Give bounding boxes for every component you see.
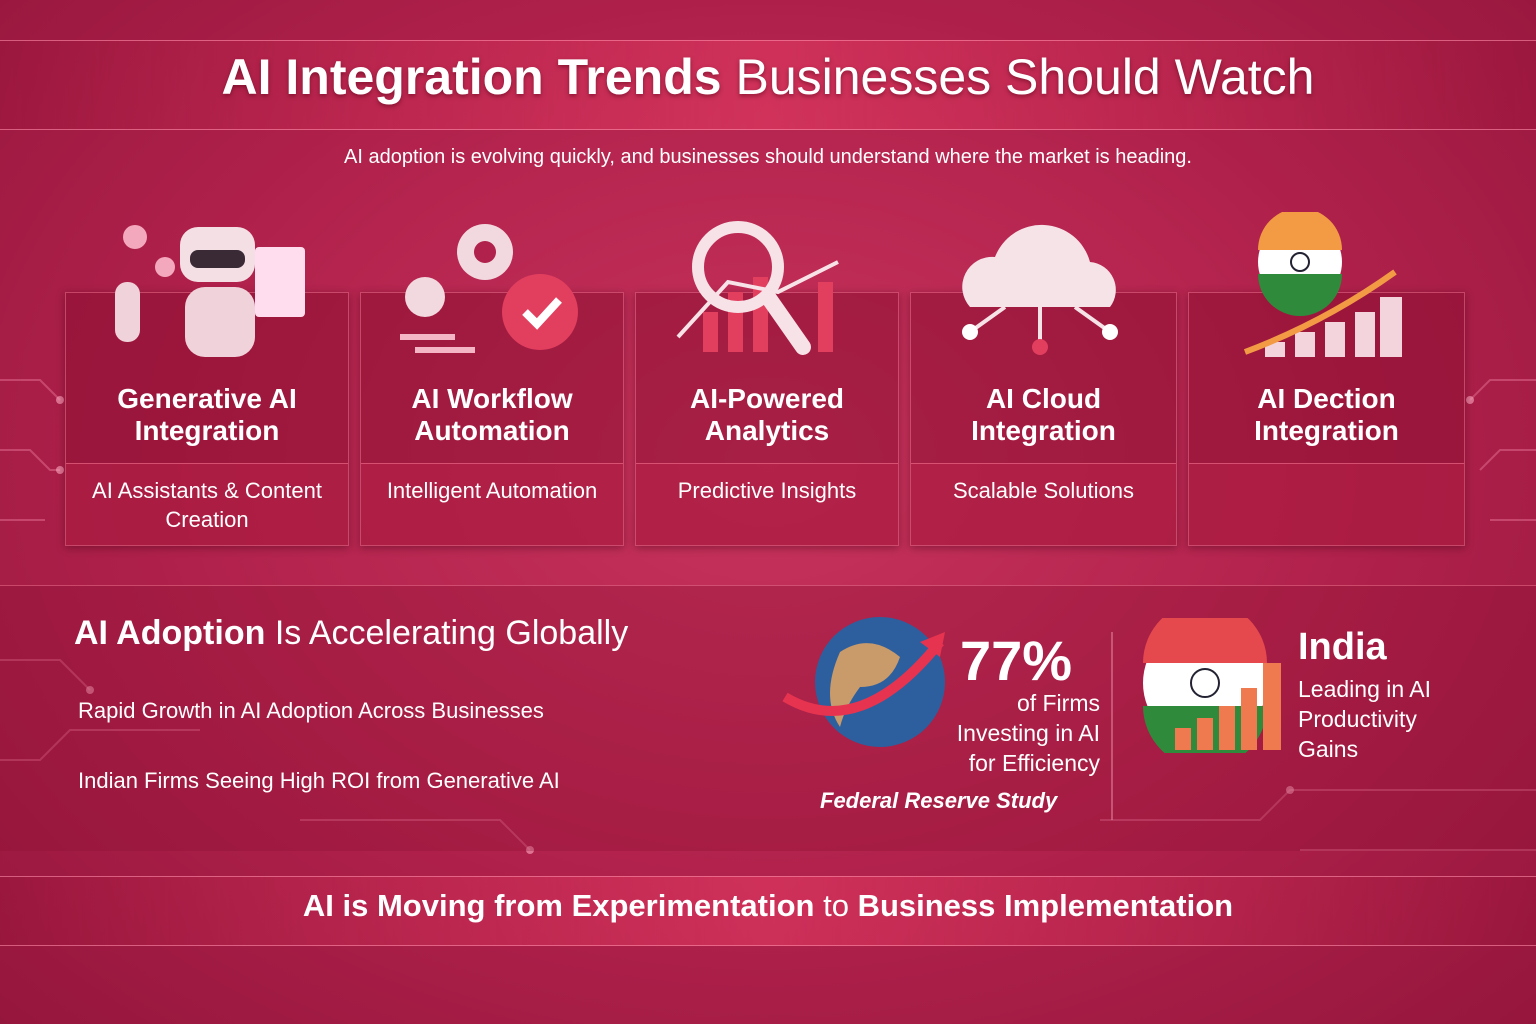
heading-bold: AI Adoption [74, 614, 266, 652]
bullet: Rapid Growth in AI Adoption Across Busin… [78, 698, 544, 723]
card-description-empty [1189, 463, 1464, 545]
stat-text: of Firms Investing in AI for Efficiency [956, 690, 1100, 776]
title-light: Businesses Should Watch [735, 49, 1315, 105]
heading-light: Is Accelerating Globally [274, 614, 629, 652]
bullet: Indian Firms Seeing High ROI from Genera… [78, 768, 560, 793]
stat-source: Federal Reserve Study [820, 788, 1058, 813]
card-description: AI Assistants & Content Creation [66, 463, 348, 545]
card-title: AI Dection Integration [1254, 383, 1399, 446]
card: AI Workflow Automation Intelligent Automa… [360, 292, 624, 546]
stat-value: 77% [960, 629, 1073, 692]
card-description: Intelligent Automation [361, 463, 623, 545]
card: AI Cloud Integration Scalable Solutions [910, 292, 1177, 546]
footer-light: to [823, 888, 849, 923]
title-band [0, 40, 1536, 130]
card-description: Predictive Insights [636, 463, 898, 545]
subtitle: AI adoption is evolving quickly, and bus… [344, 146, 1192, 168]
adoption-heading: AI Adoption Is Accelerating Globally [74, 614, 628, 653]
card-title: AI-Powered Analytics [689, 383, 845, 446]
india-flag-icon [1143, 618, 1281, 753]
india-title: India [1298, 626, 1387, 668]
india-text: Leading in AI Productivity Gains [1298, 676, 1432, 762]
footer-bold: Business Implementation [857, 888, 1234, 923]
footer-band [0, 876, 1536, 946]
card-title: Generative AI Integration [117, 383, 297, 446]
card-description: Scalable Solutions [911, 463, 1176, 545]
title: AI Integration Trends Businesses Should … [0, 48, 1536, 106]
india-growth-icon [1243, 212, 1402, 357]
cloud-icon [962, 224, 1118, 355]
analytics-icon [676, 221, 839, 355]
robot-icon [115, 225, 305, 357]
footer: AI is Moving from Experimentation to Bus… [0, 888, 1536, 924]
card: AI Dection Integration [1188, 292, 1465, 546]
card-title: AI Cloud Integration [971, 383, 1116, 446]
title-bold: AI Integration Trends [221, 49, 722, 105]
globe-icon [782, 617, 945, 747]
footer-bold: AI is Moving from Experimentation [302, 888, 815, 923]
automation-icon [400, 224, 578, 353]
card-title: AI Workflow Automation [411, 383, 573, 446]
